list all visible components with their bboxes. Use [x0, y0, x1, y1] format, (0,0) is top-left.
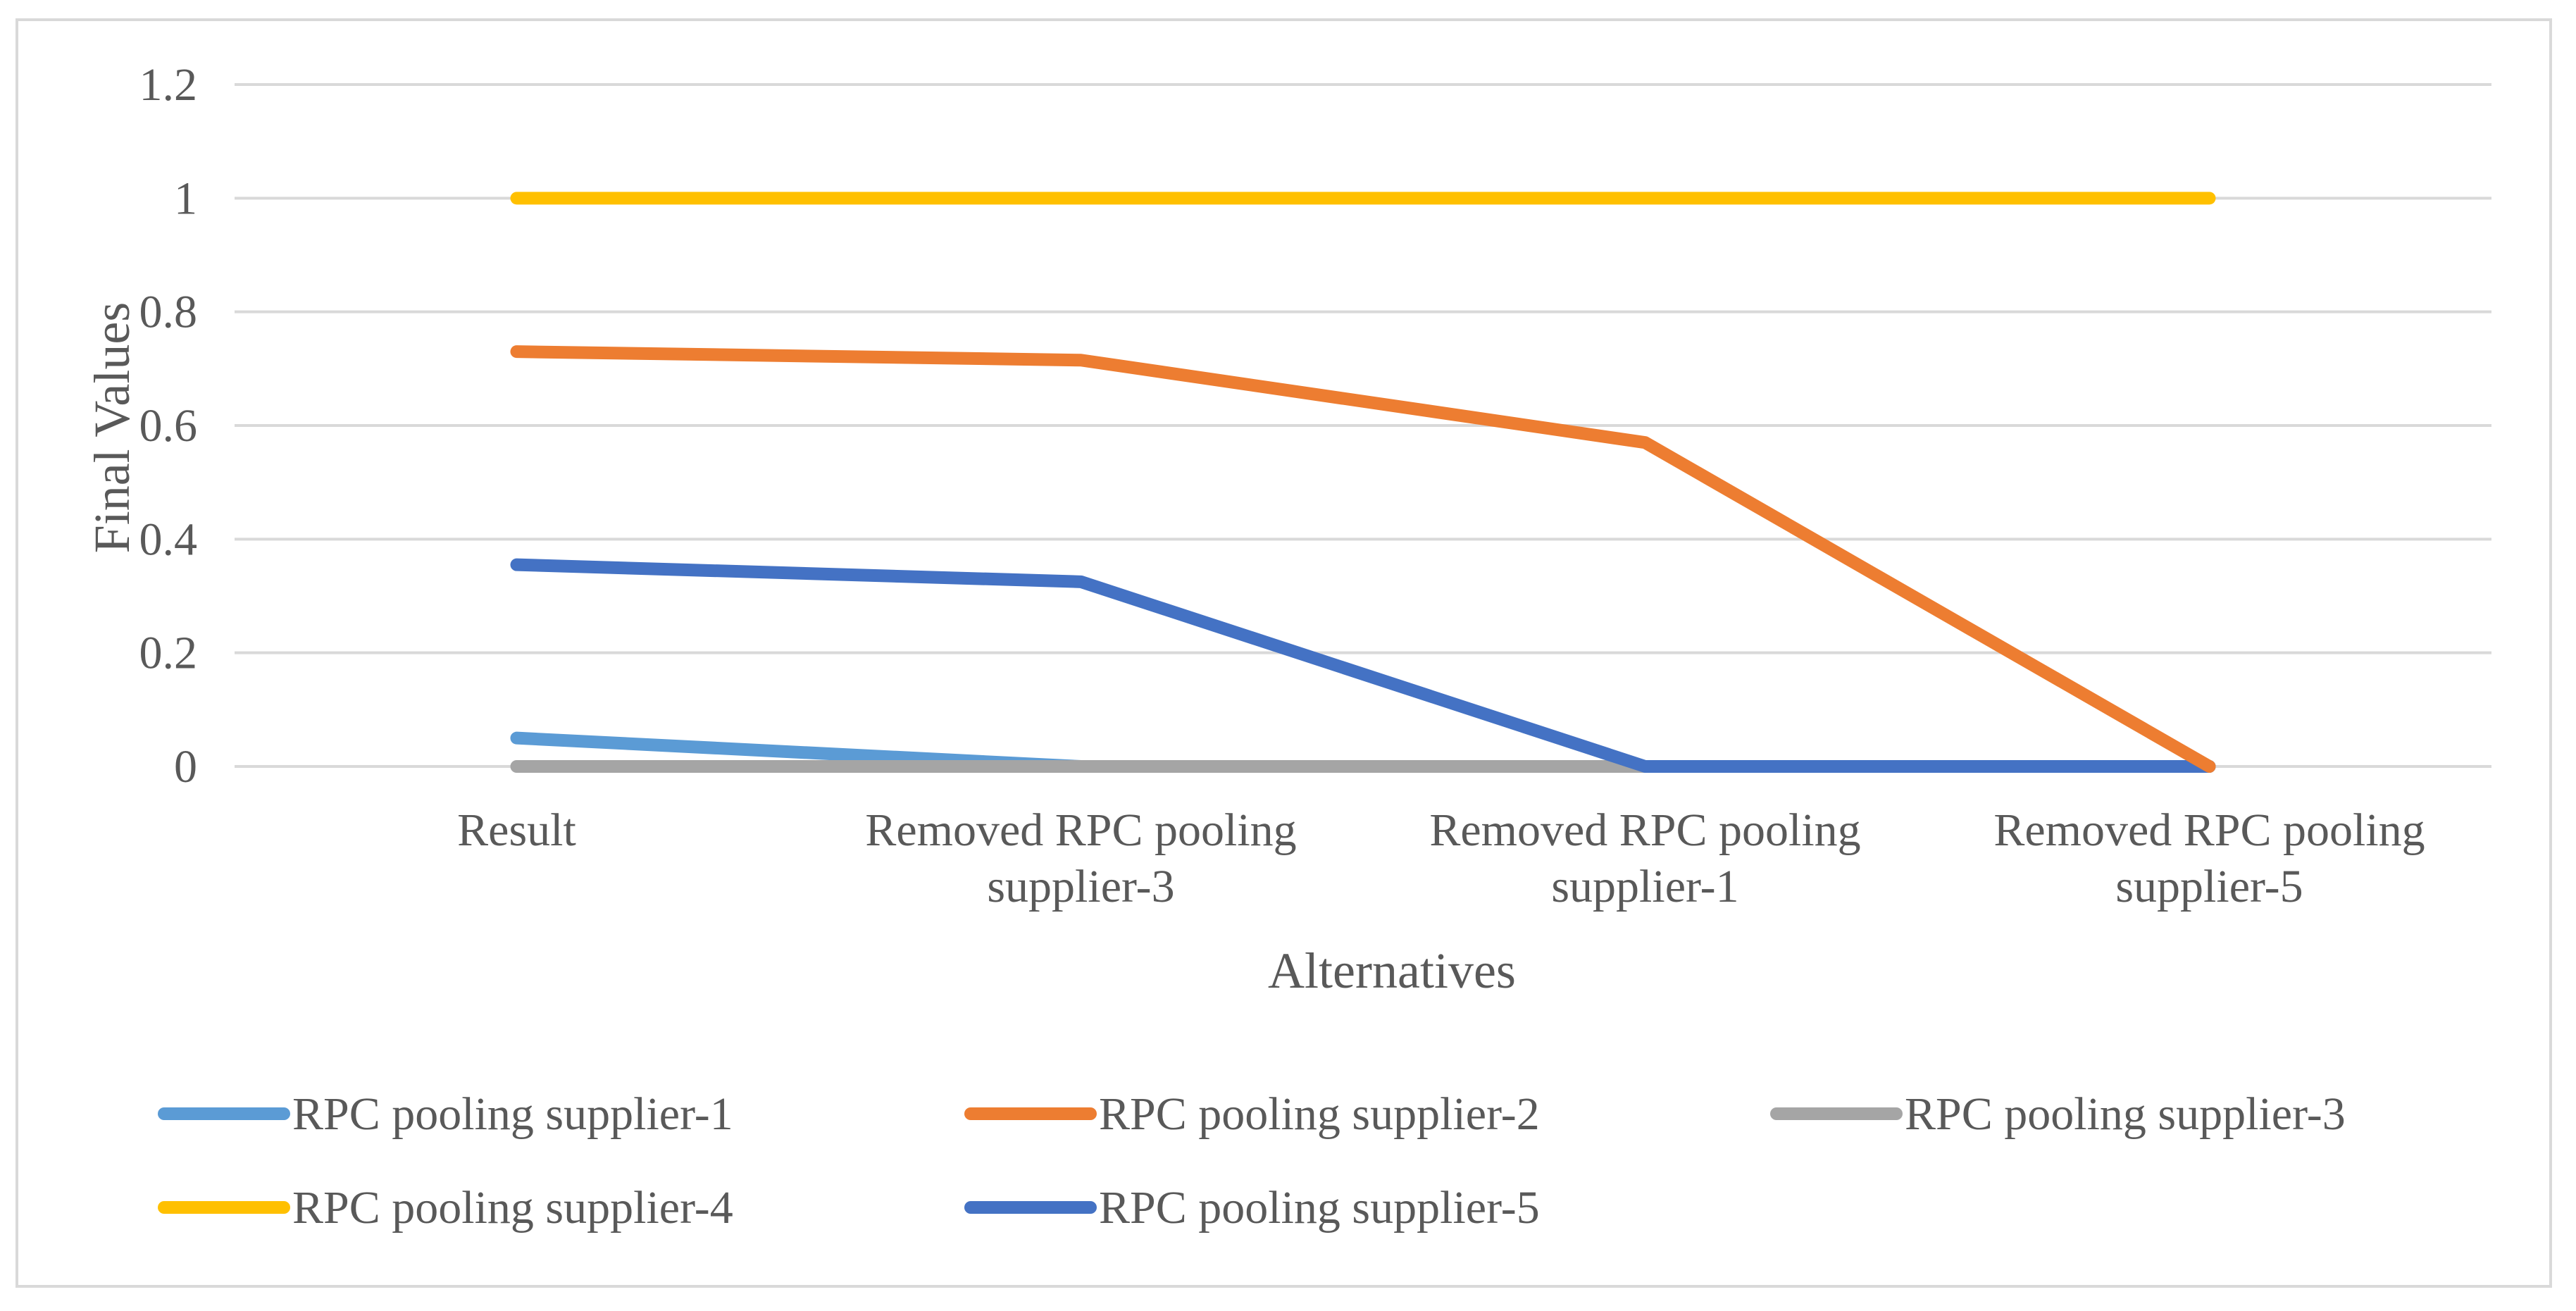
- series-line-2: [510, 345, 2216, 773]
- legend-label-1: RPC pooling supplier-1: [292, 1088, 733, 1140]
- x-category-label: Removed RPC pooling supplier-5: [1993, 804, 2425, 912]
- x-category-label: Result: [457, 804, 576, 856]
- legend-label-4: RPC pooling supplier-4: [292, 1182, 733, 1234]
- x-category-label-line: Removed RPC pooling: [1429, 804, 1860, 856]
- series-lines: [510, 192, 2216, 773]
- x-category-label-line: Removed RPC pooling: [865, 804, 1296, 856]
- x-category-label: Removed RPC pooling supplier-1: [1429, 804, 1860, 912]
- legend-label-3: RPC pooling supplier-3: [1905, 1088, 2346, 1140]
- x-axis-categories: Result Removed RPC pooling supplier-3Remov…: [457, 804, 2425, 912]
- y-tick-label: 0.4: [139, 514, 198, 565]
- legend: RPC pooling supplier-1 RPC pooling suppli…: [158, 1088, 2346, 1234]
- x-category-label-line: Removed RPC pooling: [1993, 804, 2425, 856]
- y-tick-label: 0.6: [139, 400, 198, 452]
- y-tick-label: 1.2: [139, 59, 198, 111]
- gridlines: [235, 83, 2491, 768]
- y-axis-title: Final Values: [84, 302, 140, 554]
- x-category-label-line: Result: [457, 804, 576, 856]
- legend-label-5: RPC pooling supplier-5: [1099, 1182, 1540, 1234]
- y-tick-label: 0: [174, 741, 197, 793]
- series-line-5: [510, 558, 2216, 773]
- x-category-label-line: supplier-5: [2115, 861, 2303, 912]
- y-tick-label: 0.8: [139, 287, 198, 338]
- y-tick-label: 1: [174, 173, 197, 224]
- x-category-label-line: supplier-3: [987, 861, 1174, 912]
- y-tick-label: 0.2: [139, 628, 198, 679]
- x-axis-title: Alternatives: [1268, 943, 1516, 999]
- x-category-label-line: supplier-1: [1551, 861, 1738, 912]
- x-category-label: Removed RPC pooling supplier-3: [865, 804, 1296, 912]
- y-axis-ticks: 0 0.2 0.4 0.6 0.8 1 1.2: [139, 59, 198, 793]
- legend-label-2: RPC pooling supplier-2: [1099, 1088, 1540, 1140]
